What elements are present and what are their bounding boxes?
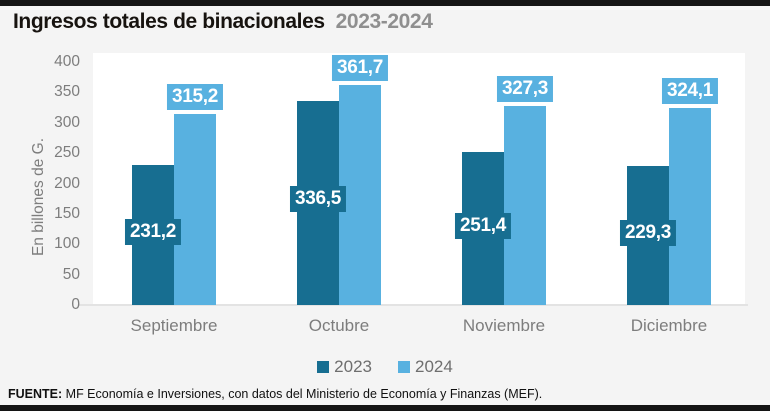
page-title: Ingresos totales de binacionales (13, 10, 325, 33)
y-tick-label: 400 (54, 53, 80, 70)
x-axis-label-diciembre: Diciembre (630, 316, 708, 335)
bar-2024-diciembre (669, 108, 711, 305)
page-subtitle: 2023-2024 (335, 10, 433, 33)
y-tick-label: 100 (54, 235, 80, 253)
y-tick-label: 150 (54, 204, 80, 222)
y-tick-label: 0 (71, 296, 80, 313)
value-label-2023: 229,3 (619, 219, 677, 246)
legend: 2023 2024 (0, 357, 770, 377)
value-label-2023: 231,2 (124, 218, 182, 245)
legend-item-2023: 2023 (317, 357, 372, 377)
source-text: MF Economía e Inversiones, con datos del… (65, 387, 543, 401)
top-border-bar (0, 0, 770, 6)
value-label-2024: 361,7 (331, 55, 389, 82)
legend-swatch-icon (398, 361, 410, 373)
value-label-2024: 324,1 (661, 78, 719, 105)
bar-2024-noviembre (504, 106, 546, 305)
x-axis-baseline (78, 304, 748, 306)
bottom-border-bar (0, 405, 770, 411)
y-tick-label: 250 (54, 144, 80, 162)
legend-item-2024: 2024 (398, 357, 453, 377)
chart-header: Ingresos totales de binacionales 2023-202… (13, 10, 433, 34)
value-label-2024: 315,2 (166, 83, 224, 110)
value-label-2023: 251,4 (454, 212, 512, 239)
legend-label: 2024 (415, 357, 453, 376)
source-label: FUENTE: (8, 387, 63, 401)
source-note: FUENTE: MF Economía e Inversiones, con d… (8, 387, 542, 401)
y-tick-label: 50 (62, 265, 80, 283)
x-axis-label-septiembre: Septiembre (130, 316, 218, 335)
value-label-2024: 327,3 (496, 76, 554, 103)
x-axis-label-octubre: Octubre (308, 316, 370, 335)
bar-2024-septiembre (174, 113, 216, 305)
y-tick-label: 200 (54, 174, 80, 192)
legend-swatch-icon (317, 361, 330, 373)
value-label-2023: 336,5 (289, 185, 347, 212)
x-axis-label-noviembre: Noviembre (462, 316, 546, 335)
legend-label: 2023 (334, 357, 372, 376)
y-tick-label: 350 (54, 83, 80, 101)
y-tick-label: 300 (54, 113, 80, 131)
